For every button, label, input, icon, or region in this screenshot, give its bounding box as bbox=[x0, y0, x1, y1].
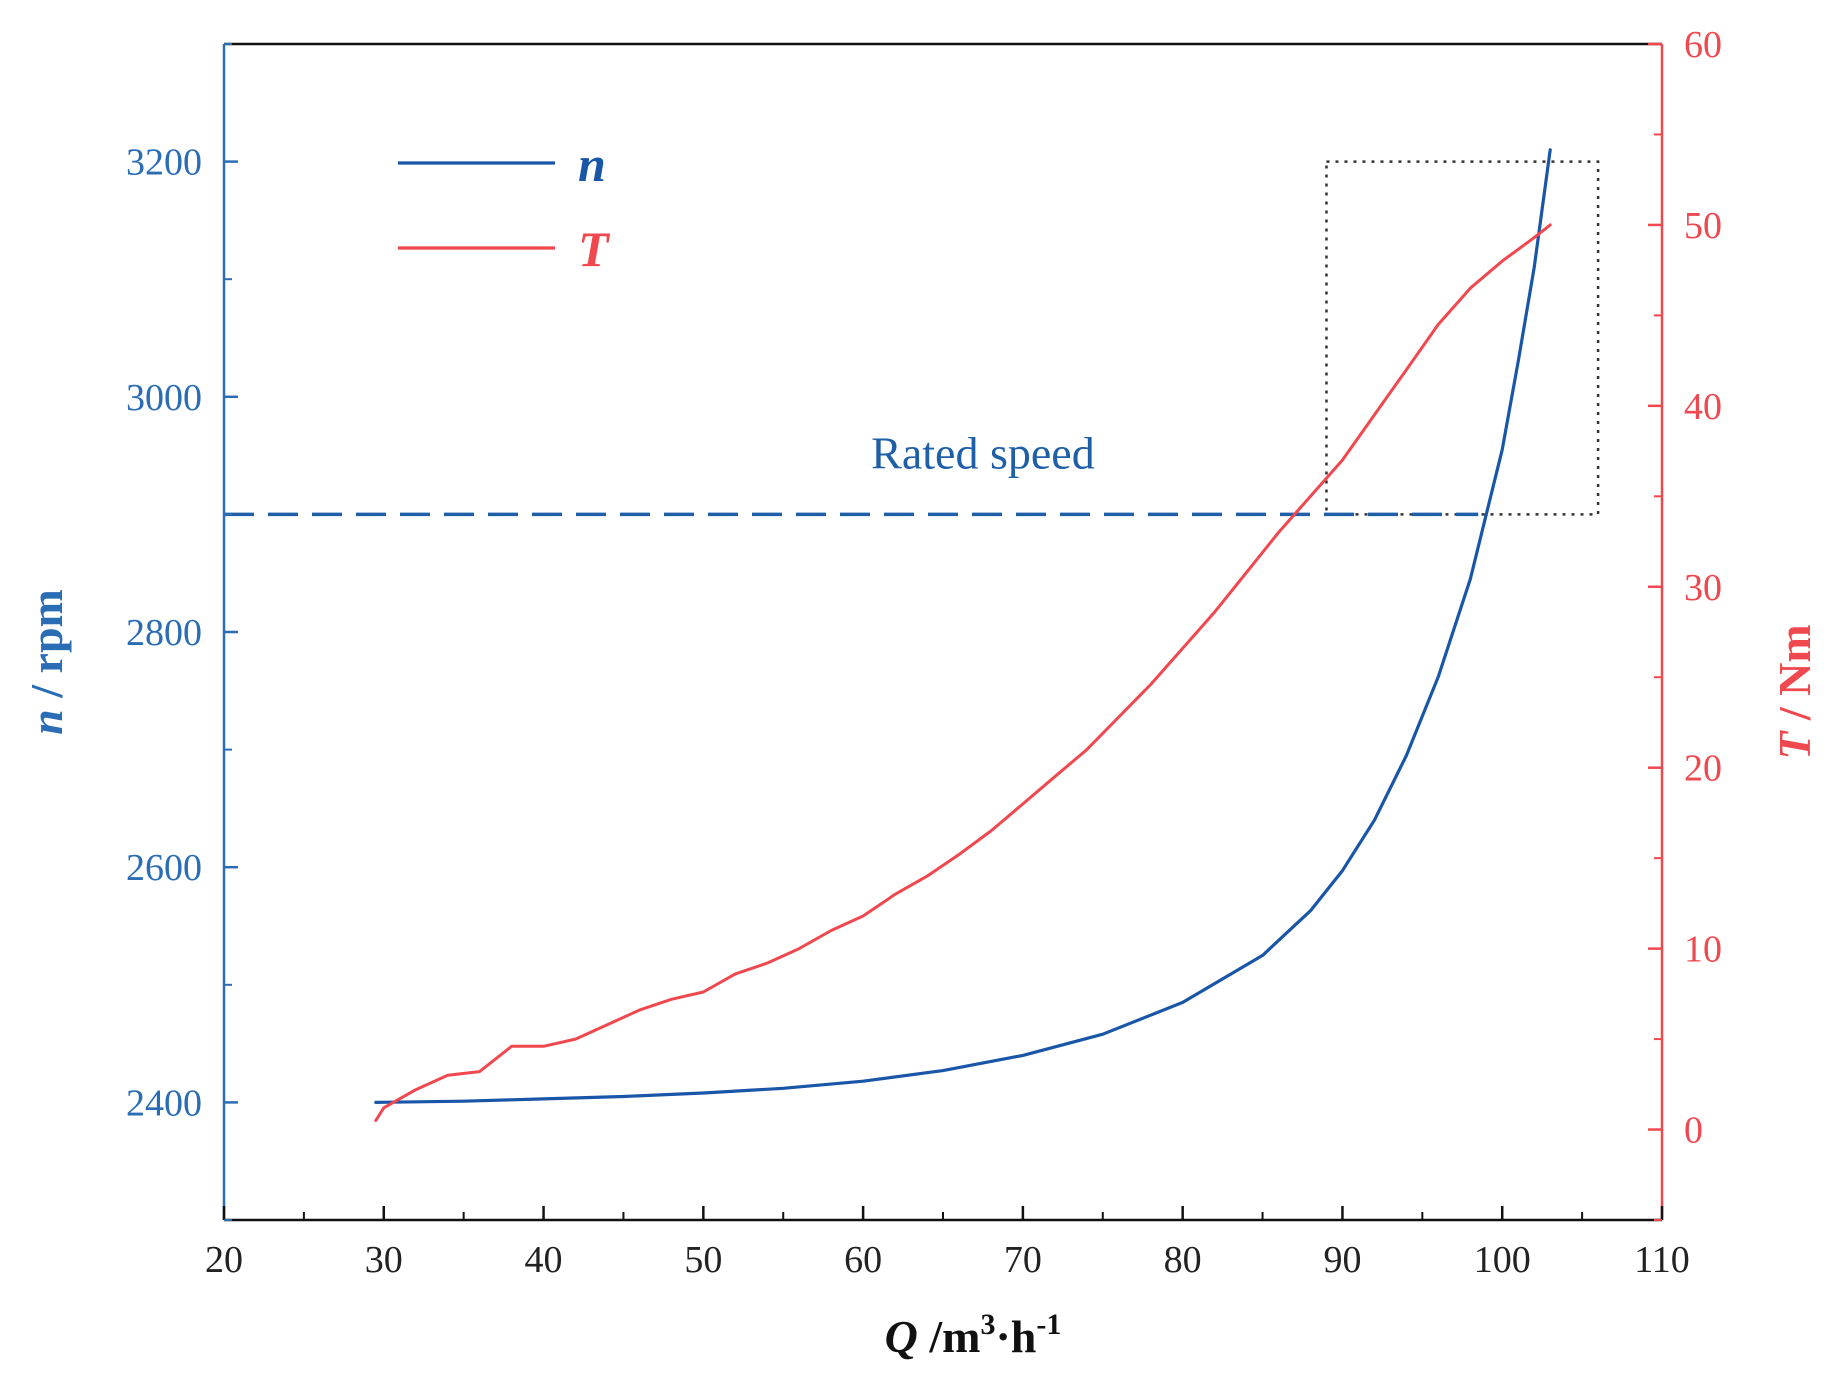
y-left-axis-title-symbol: n bbox=[21, 709, 72, 735]
series-line-n bbox=[376, 150, 1550, 1103]
x-tick-label: 30 bbox=[365, 1239, 403, 1281]
series-layer bbox=[376, 150, 1551, 1121]
x-axis-title: Q /m3·h-1 bbox=[885, 1308, 1062, 1362]
y-right-axis-title: T / Nm bbox=[1769, 624, 1820, 759]
y-right-axis-title-unit: / Nm bbox=[1769, 624, 1820, 731]
x-tick-label: 80 bbox=[1164, 1239, 1202, 1281]
x-axis-title-unit: /m bbox=[918, 1311, 981, 1362]
y-right-tick-label: 20 bbox=[1684, 748, 1722, 790]
x-tick-label: 90 bbox=[1323, 1239, 1361, 1281]
y-right-axis-title-symbol: T bbox=[1769, 730, 1820, 760]
y-left-tick-label: 2400 bbox=[126, 1082, 202, 1124]
x-tick-label: 70 bbox=[1004, 1239, 1042, 1281]
x-axis-title-sup: 3 bbox=[980, 1308, 995, 1341]
x-tick-label: 100 bbox=[1474, 1239, 1531, 1281]
y-left-tick-label: 3000 bbox=[126, 377, 202, 419]
x-tick-label: 50 bbox=[684, 1239, 722, 1281]
rated-speed-label: Rated speed bbox=[871, 427, 1095, 478]
y-left-tick-label: 2600 bbox=[126, 847, 202, 889]
legend-label-T: T bbox=[578, 221, 611, 277]
legend-label-n: n bbox=[578, 136, 606, 192]
x-tick-label: 110 bbox=[1634, 1239, 1690, 1281]
y-left-tick-label: 2800 bbox=[126, 612, 202, 654]
y-right-tick-label: 50 bbox=[1684, 205, 1722, 247]
axes-layer bbox=[224, 44, 1662, 1220]
highlight-box bbox=[1326, 162, 1598, 515]
series-line-T bbox=[376, 225, 1550, 1121]
highlight-box-layer bbox=[1326, 162, 1598, 515]
reference-line-layer: Rated speed bbox=[224, 427, 1478, 514]
y-left-axis-title-unit: / rpm bbox=[21, 589, 72, 709]
y-right-tick-label: 40 bbox=[1684, 386, 1722, 428]
y-right-tick-label: 60 bbox=[1684, 24, 1722, 66]
y-right-tick-label: 30 bbox=[1684, 567, 1722, 609]
x-axis-title-unit-2: ·h bbox=[995, 1311, 1036, 1362]
y-left-axis-title: n / rpm bbox=[21, 589, 72, 735]
y-right-tick-label: 0 bbox=[1684, 1110, 1703, 1152]
x-tick-label: 40 bbox=[525, 1239, 563, 1281]
legend: nT bbox=[398, 136, 611, 277]
x-tick-label: 60 bbox=[844, 1239, 882, 1281]
x-axis-title-sup-2: -1 bbox=[1036, 1308, 1061, 1341]
x-axis-title-symbol: Q bbox=[885, 1311, 918, 1362]
y-right-tick-label: 10 bbox=[1684, 929, 1722, 971]
y-left-tick-label: 3200 bbox=[126, 142, 202, 184]
x-tick-label: 20 bbox=[205, 1239, 243, 1281]
